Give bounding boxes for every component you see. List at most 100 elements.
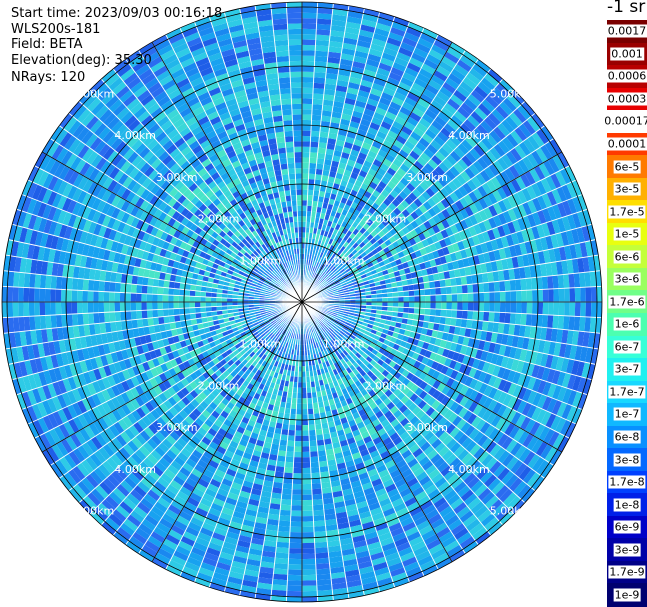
range-gate bbox=[556, 186, 568, 203]
range-gate bbox=[123, 443, 135, 457]
range-gate bbox=[201, 409, 211, 419]
range-gate bbox=[81, 442, 94, 457]
range-gate bbox=[63, 453, 77, 469]
range-gate bbox=[309, 451, 319, 458]
range-gate bbox=[360, 79, 374, 88]
range-gate bbox=[510, 147, 523, 162]
range-gate bbox=[317, 396, 324, 403]
range-gate bbox=[382, 158, 393, 168]
range-gate bbox=[332, 276, 338, 282]
range-gate bbox=[561, 329, 569, 344]
range-gate bbox=[302, 376, 307, 383]
range-gate bbox=[263, 319, 270, 324]
range-gate bbox=[337, 354, 343, 361]
range-gate bbox=[339, 364, 346, 372]
range-gate bbox=[131, 436, 143, 449]
range-gate bbox=[135, 527, 151, 541]
range-gate bbox=[302, 205, 307, 212]
range-gate bbox=[283, 329, 288, 336]
range-gate bbox=[374, 185, 384, 194]
range-gate bbox=[314, 174, 323, 181]
range-gate bbox=[302, 414, 309, 420]
range-gate bbox=[179, 314, 186, 322]
range-gate bbox=[487, 68, 503, 83]
range-gate bbox=[467, 256, 475, 267]
range-gate bbox=[198, 413, 208, 423]
range-gate bbox=[449, 342, 458, 352]
range-gate bbox=[341, 48, 356, 56]
range-gate bbox=[271, 584, 288, 591]
range-gate bbox=[541, 193, 553, 208]
range-gate bbox=[436, 382, 446, 393]
range-gate bbox=[312, 272, 317, 279]
range-gate bbox=[339, 321, 345, 327]
range-gate bbox=[315, 45, 329, 52]
range-gate bbox=[472, 283, 479, 293]
range-gate bbox=[348, 5, 365, 14]
range-gate bbox=[399, 106, 412, 117]
range-gate bbox=[162, 338, 170, 347]
range-gate bbox=[487, 192, 498, 205]
range-gate bbox=[424, 464, 437, 476]
range-gate bbox=[166, 420, 177, 431]
range-gate bbox=[242, 519, 256, 528]
range-gate bbox=[483, 311, 490, 322]
range-gate bbox=[579, 316, 586, 332]
range-gate bbox=[453, 89, 468, 103]
range-gate bbox=[315, 168, 323, 175]
range-gate bbox=[531, 132, 545, 148]
range-gate bbox=[424, 308, 431, 316]
range-gate bbox=[382, 86, 396, 97]
range-gate bbox=[287, 574, 302, 581]
range-gate bbox=[453, 430, 465, 442]
range-gate bbox=[435, 526, 451, 539]
range-gate bbox=[311, 332, 316, 338]
range-gate bbox=[311, 109, 323, 116]
range-gate bbox=[438, 531, 454, 544]
range-gate bbox=[307, 413, 315, 420]
range-gate bbox=[271, 320, 277, 326]
range-gate bbox=[282, 418, 290, 425]
range-gate bbox=[146, 453, 159, 466]
range-gate bbox=[286, 331, 291, 337]
range-gate bbox=[320, 319, 326, 325]
range-gate bbox=[171, 328, 178, 337]
range-gate bbox=[473, 505, 489, 519]
range-gate bbox=[30, 330, 38, 345]
range-gate bbox=[373, 459, 385, 469]
range-gate bbox=[353, 434, 363, 442]
range-gate bbox=[331, 582, 348, 590]
range-gate bbox=[363, 526, 377, 535]
range-gate bbox=[72, 325, 80, 338]
range-gate bbox=[480, 350, 489, 362]
range-gate bbox=[492, 502, 507, 517]
range-gate bbox=[434, 338, 442, 347]
range-gate bbox=[406, 168, 417, 179]
range-gate bbox=[467, 284, 474, 294]
range-gate bbox=[413, 433, 424, 444]
range-gate bbox=[362, 418, 372, 427]
range-gate bbox=[434, 442, 446, 454]
range-gate bbox=[302, 387, 307, 394]
range-gate bbox=[125, 540, 142, 554]
range-gate bbox=[389, 125, 402, 135]
range-gate bbox=[283, 385, 289, 392]
range-gate bbox=[198, 567, 215, 578]
range-gate bbox=[541, 222, 551, 237]
range-gate bbox=[240, 585, 257, 593]
range-gate bbox=[330, 315, 337, 319]
range-gate bbox=[339, 157, 349, 165]
range-gate bbox=[279, 515, 291, 522]
range-gate bbox=[546, 220, 556, 236]
range-gate bbox=[259, 345, 265, 352]
range-gate bbox=[540, 462, 554, 479]
range-gate bbox=[319, 320, 325, 326]
range-gate bbox=[185, 477, 198, 488]
range-gate bbox=[551, 219, 561, 235]
range-gate bbox=[552, 433, 565, 450]
range-gate bbox=[195, 404, 206, 414]
range-gate bbox=[403, 421, 414, 432]
range-gate bbox=[334, 144, 344, 152]
range-gate bbox=[275, 343, 281, 350]
range-gate bbox=[414, 377, 424, 387]
